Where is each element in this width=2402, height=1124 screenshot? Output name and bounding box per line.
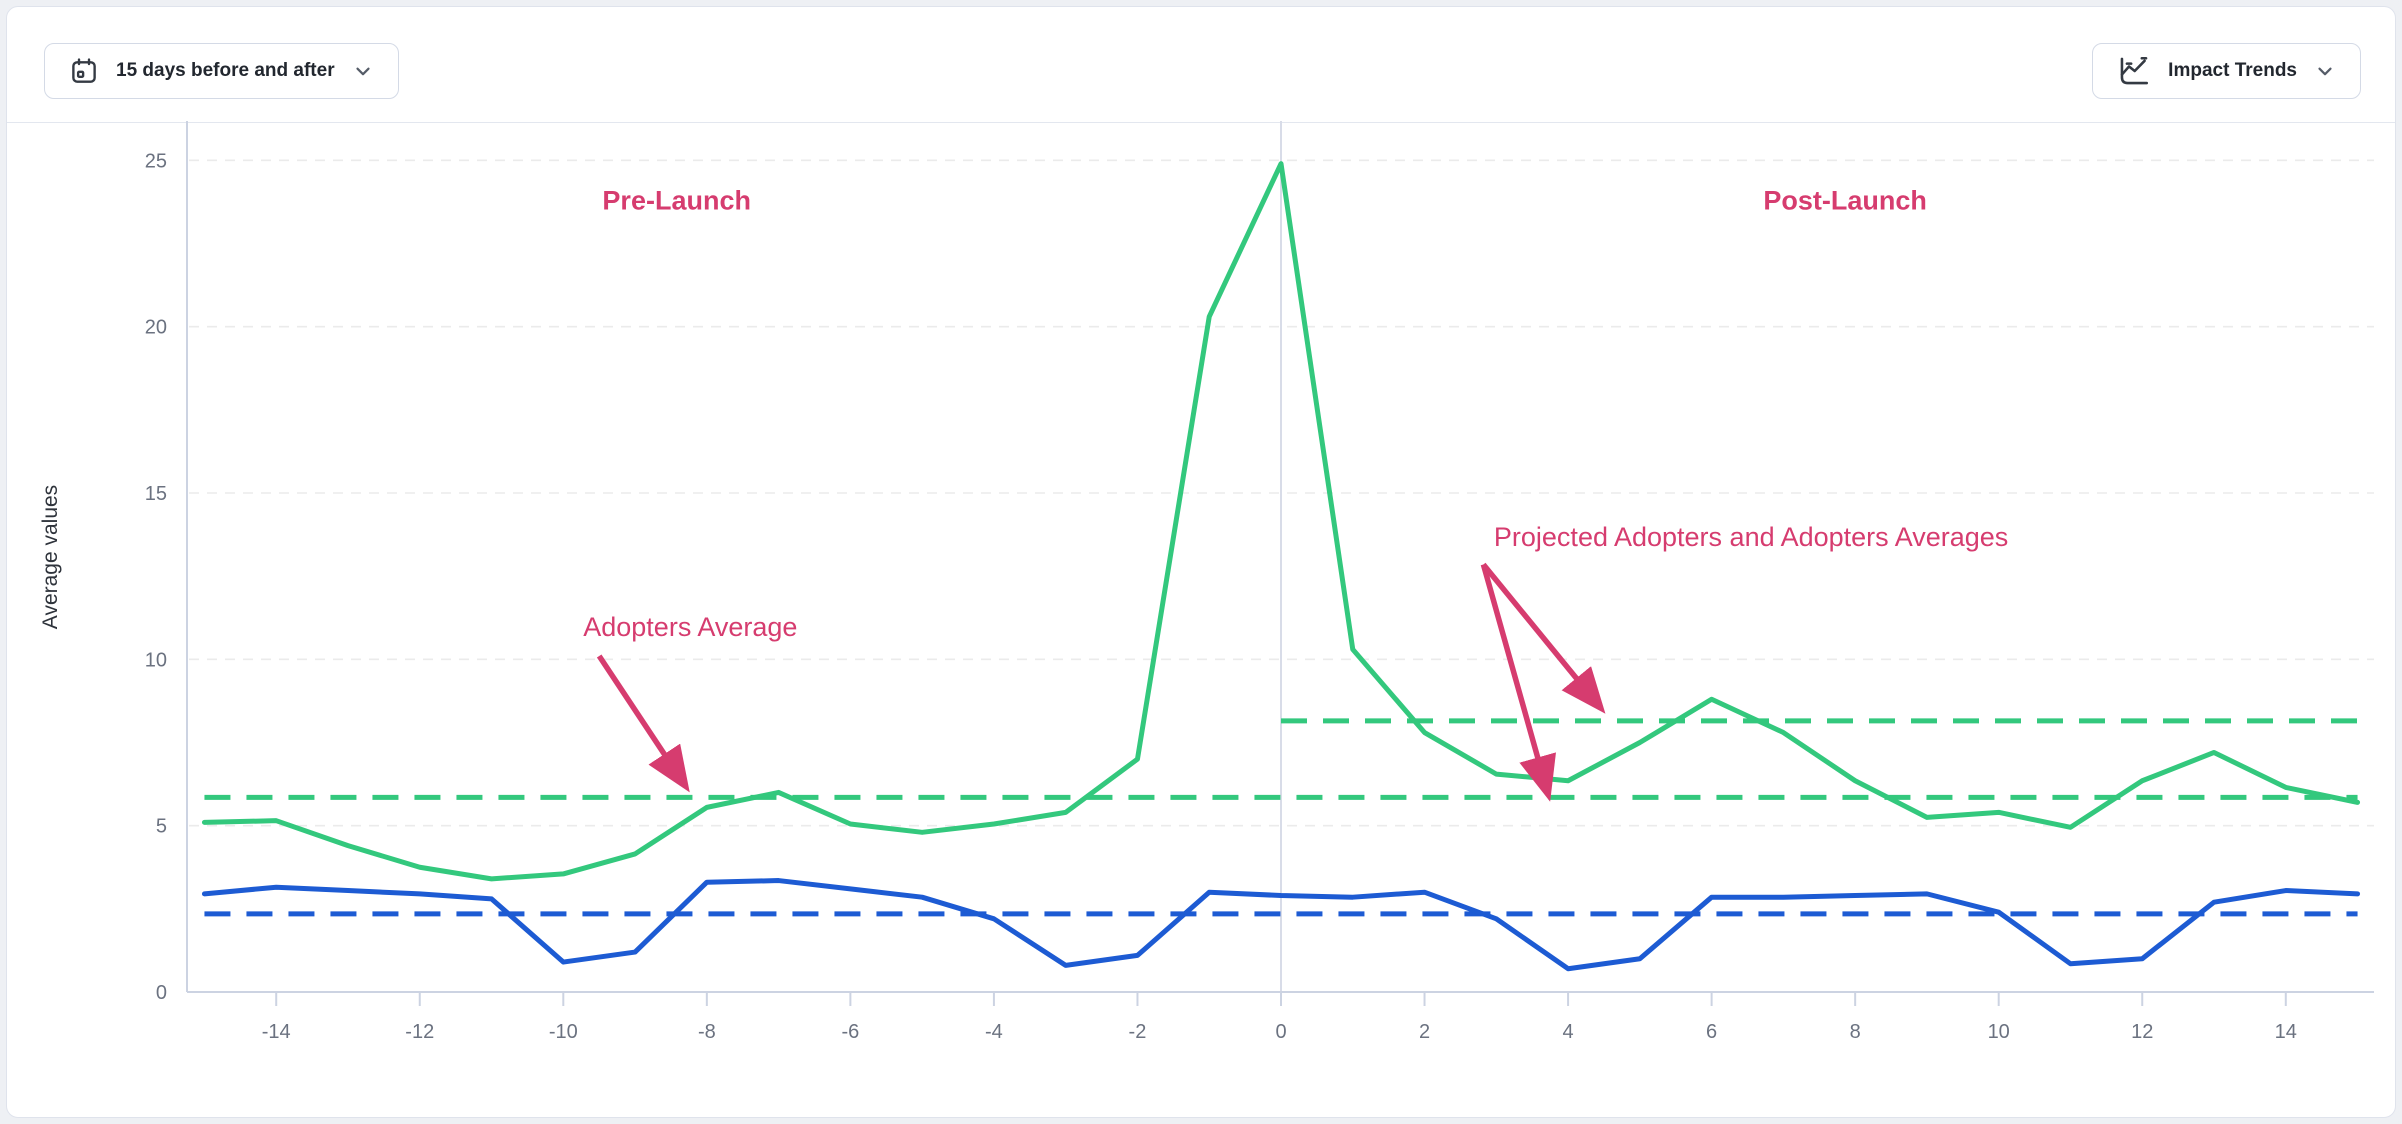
chevron-down-icon <box>2314 60 2336 82</box>
date-range-label: 15 days before and after <box>116 60 335 81</box>
impact-trends-button[interactable]: Impact Trends <box>2092 43 2361 99</box>
date-range-button[interactable]: 15 days before and after <box>44 43 399 99</box>
line-chart-icon <box>2117 54 2151 88</box>
impact-analysis-card: 15 days before and after Impact Trends <box>6 6 2396 1118</box>
chevron-down-icon <box>352 60 374 82</box>
toolbar: 15 days before and after Impact Trends <box>7 7 2395 122</box>
impact-trends-label: Impact Trends <box>2168 60 2297 81</box>
chart-panel <box>7 122 2395 1117</box>
calendar-icon <box>69 56 99 86</box>
